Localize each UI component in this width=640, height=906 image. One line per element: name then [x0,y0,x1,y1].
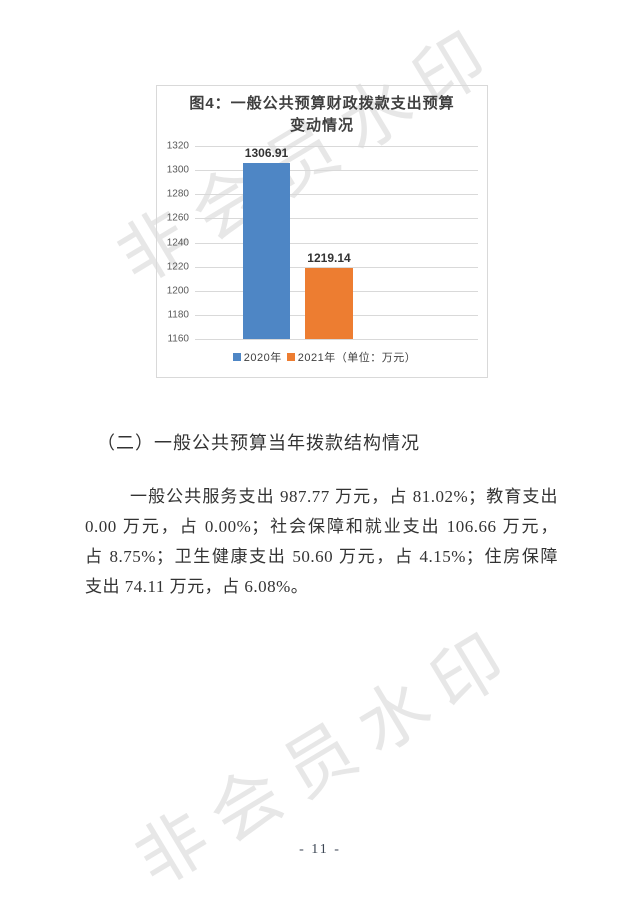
gridline [195,266,478,268]
chart-title-line2: 变动情况 [289,117,354,134]
bar-chart-figure4: 图4：一般公共预算财政拨款支出预算 变动情况 1320 1300 1280 12… [156,85,488,378]
bar-2020-value-label: 1306.91 [244,146,289,160]
bar-2020: 1306.91 [243,146,290,339]
bar-2021-value-label: 1219.14 [307,250,351,265]
chart-legend: 2020年 2021年（单位：万元） [157,349,487,365]
y-axis-tick: 1160 [167,333,189,345]
y-axis-tick: 1300 [166,164,189,176]
paragraph-line: 一般公共服务支出 987.77 万元，占 81.02%；教育支出 [130,487,558,506]
y-axis-tick: 1260 [166,212,189,224]
y-axis-tick: 1200 [166,285,189,297]
paragraph-line: 占 8.75%；卫生健康支出 50.60 万元，占 4.15%；住房保障 [85,547,558,566]
bar-2021-fill [305,267,353,339]
y-axis-tick: 1240 [166,237,189,248]
y-axis-tick: 1180 [167,309,189,321]
chart-title: 图4：一般公共预算财政拨款支出预算 变动情况 [157,93,487,137]
gridline [195,170,478,172]
y-axis-tick: 1220 [166,261,189,273]
legend-label-2020: 2020年 [243,352,282,364]
gridline [195,242,478,244]
bar-2021: 1219.14 [305,146,353,339]
legend-swatch-2020 [232,353,241,361]
legend-label-2021: 2021年（单位：万元） [297,352,417,364]
legend-swatch-2021 [286,353,295,361]
paragraph-line: 支出 74.11 万元，占 6.08%。 [85,577,309,596]
watermark-text: 非会员水印 [122,612,532,901]
y-axis-tick: 1280 [166,188,189,200]
gridline [195,146,478,147]
gridline [195,218,478,220]
body-paragraph: 一般公共服务支出 987.77 万元，占 81.02%；教育支出 0.00 万元… [85,482,558,602]
chart-plot-area: 1320 1300 1280 1260 1240 1220 1200 1180 … [167,141,478,345]
paragraph-line: 0.00 万元，占 0.00%；社会保障和就业支出 106.66 万元， [85,517,558,536]
y-axis-tick: 1320 [166,140,189,152]
bar-2020-fill [243,163,290,339]
page-number: - 11 - [299,842,341,857]
section-heading: （二）一般公共预算当年拨款结构情况 [97,433,420,453]
gridline [195,194,478,196]
chart-title-line1: 图4：一般公共预算财政拨款支出预算 [189,95,455,112]
gridline [195,339,478,340]
